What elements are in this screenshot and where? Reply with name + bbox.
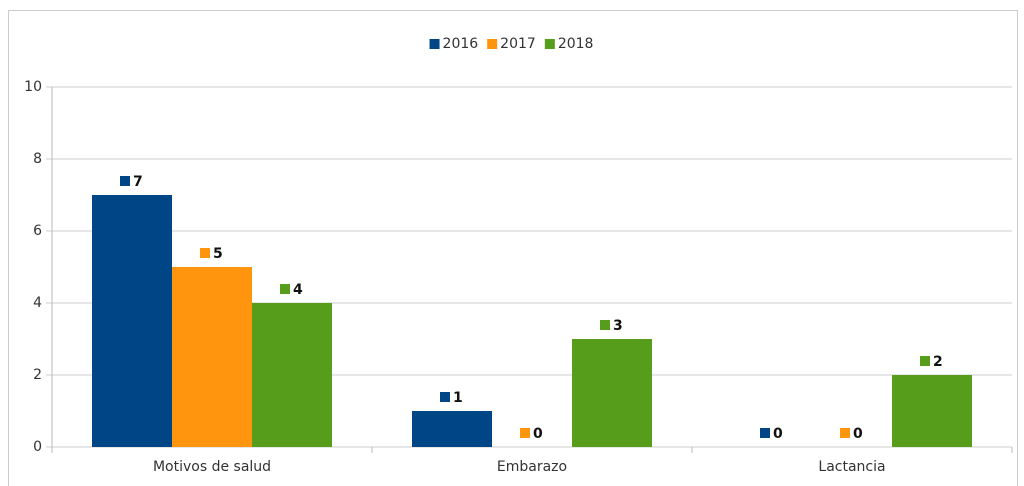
bar (252, 303, 332, 447)
y-tick-label: 0 (33, 439, 42, 455)
value-label: 0 (773, 426, 783, 442)
value-label-key (920, 356, 930, 366)
x-tick-label: Lactancia (818, 459, 885, 475)
value-label: 1 (453, 390, 463, 406)
y-tick-label: 4 (33, 295, 42, 311)
legend-key (429, 39, 440, 49)
value-label-key (440, 392, 450, 402)
y-tick-label: 10 (24, 79, 42, 95)
value-label-key (760, 428, 770, 438)
value-label: 4 (293, 282, 303, 298)
x-tick-label: Embarazo (497, 459, 567, 475)
legend-label: 2016 (443, 36, 479, 52)
value-label-key (840, 428, 850, 438)
value-label-key (600, 320, 610, 330)
value-label-key (120, 176, 130, 186)
value-label: 5 (213, 246, 223, 262)
bar (412, 411, 492, 447)
y-tick-label: 2 (33, 367, 42, 383)
value-label: 0 (853, 426, 863, 442)
bar (572, 339, 652, 447)
value-label: 7 (133, 174, 143, 190)
value-label-key (280, 284, 290, 294)
legend-key (487, 39, 498, 49)
bar (92, 195, 172, 447)
y-tick-label: 6 (33, 223, 42, 239)
legend-key (544, 39, 555, 49)
legend-label: 2018 (558, 36, 594, 52)
value-label: 3 (613, 318, 623, 334)
value-label: 0 (533, 426, 543, 442)
x-tick-label: Motivos de salud (153, 459, 271, 475)
legend-label: 2017 (500, 36, 536, 52)
bar (172, 267, 252, 447)
value-label-key (200, 248, 210, 258)
bar (892, 375, 972, 447)
y-tick-label: 8 (33, 151, 42, 167)
value-label-key (520, 428, 530, 438)
value-label: 2 (933, 354, 943, 370)
